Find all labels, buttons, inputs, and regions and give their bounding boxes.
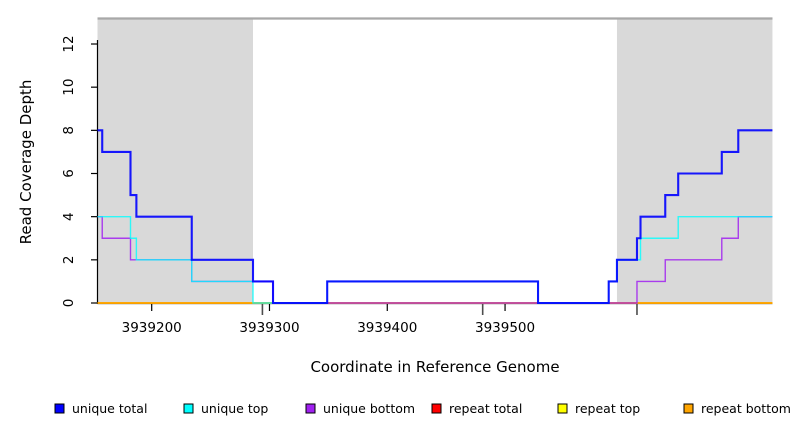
legend-item-unique-total: unique total (54, 401, 147, 416)
legend-item-label: unique total (72, 401, 147, 416)
legend-item-repeat-bottom: repeat bottom (683, 401, 791, 416)
shaded-regions-layer (97, 17, 773, 303)
repeat-region-left (97, 18, 253, 303)
tick-labels-layer: 3939200 3939300 3939400 3939500 0 2 4 6 8 10 12 (61, 35, 535, 336)
series-line-unique-total (97, 129, 773, 305)
y-axis-title: Read Coverage Depth (17, 80, 35, 245)
legend-item-label: repeat total (449, 401, 522, 416)
legend-item-repeat-total: repeat total (431, 401, 522, 416)
x-axis-title: Coordinate in Reference Genome (310, 358, 559, 376)
series-layer (97, 129, 773, 305)
legend-item-label: unique top (201, 401, 268, 416)
legend-item-unique-top: unique top (183, 401, 268, 416)
legend-swatch (54, 403, 65, 414)
legend-swatch (557, 403, 568, 414)
y-tick-label: 12 (61, 35, 77, 52)
legend-swatch (305, 403, 316, 414)
legend-item-label: repeat top (575, 401, 640, 416)
x-tick-label: 3939400 (357, 320, 417, 336)
y-tick-label: 4 (61, 212, 77, 221)
legend-item-label: unique bottom (323, 401, 415, 416)
legend-swatch (431, 403, 442, 414)
legend-item-repeat-top: repeat top (557, 401, 640, 416)
legend-item-unique-bottom: unique bottom (305, 401, 415, 416)
x-tick-label: 3939200 (122, 320, 182, 336)
y-tick-label: 2 (61, 256, 77, 265)
y-tick-label: 8 (61, 126, 77, 135)
legend-item-label: repeat bottom (701, 401, 791, 416)
legend: unique total unique top unique bottom repea… (54, 401, 791, 416)
legend-swatch (183, 403, 194, 414)
x-tick-label: 3939300 (239, 320, 299, 336)
series-line-unique-bottom (97, 215, 773, 304)
y-tick-label: 6 (61, 169, 77, 178)
y-tick-label: 10 (61, 79, 77, 96)
repeat-region-right (616, 18, 773, 303)
legend-swatch (683, 403, 694, 414)
x-tick-label: 3939500 (475, 320, 535, 336)
y-tick-label: 0 (61, 299, 77, 308)
